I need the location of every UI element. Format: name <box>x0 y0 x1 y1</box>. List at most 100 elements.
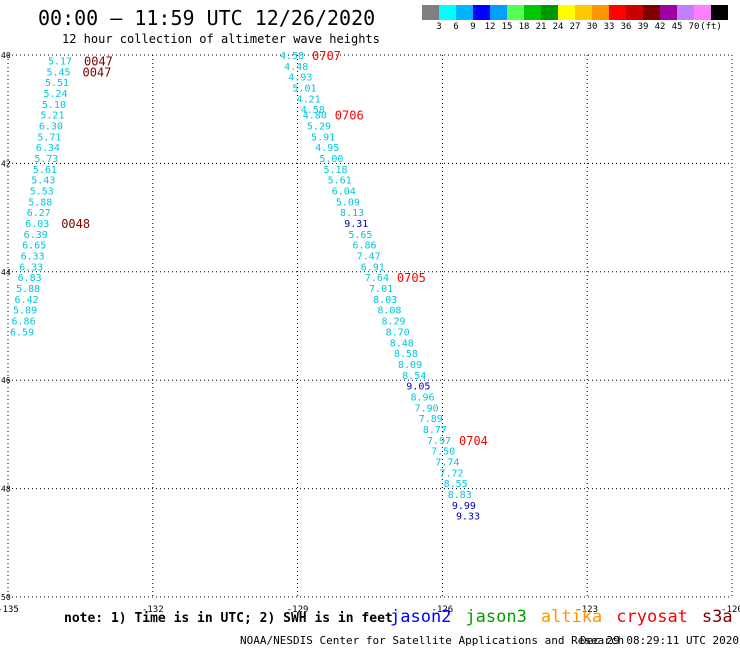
latitude-tick-label: 40 <box>1 51 11 60</box>
color-scale-label: 9 <box>470 22 476 32</box>
color-scale-label: 27 <box>569 22 581 32</box>
footnote: note: 1) Time is in UTC; 2) SWH is in fe… <box>64 611 393 626</box>
wave-height-value: 6.04 <box>332 187 356 198</box>
wave-height-value: 7.90 <box>415 403 439 414</box>
wave-height-value: 4.21 <box>297 94 321 105</box>
wave-height-value: 5.01 <box>292 84 316 95</box>
pass-time-label: 0048 <box>61 217 90 231</box>
wave-height-value: 8.55 <box>444 479 468 490</box>
wave-height-value: 5.91 <box>311 132 335 143</box>
color-swatch <box>660 5 677 20</box>
wave-height-value: 8.70 <box>386 327 410 338</box>
legend-item-jason2: jason2 <box>390 607 452 627</box>
wave-height-value: 6.59 <box>10 327 34 338</box>
color-scale-label: 33 <box>603 22 615 32</box>
wave-height-value: 8.58 <box>394 349 418 360</box>
wave-height-value: 4.58 <box>301 105 325 116</box>
latitude-tick-label: 46 <box>1 376 11 385</box>
wave-height-value: 6.34 <box>36 143 60 154</box>
wave-height-value: 5.43 <box>31 176 55 187</box>
wave-height-value: 5.71 <box>37 132 61 143</box>
legend-item-jason3: jason3 <box>465 607 527 627</box>
wave-height-value: 6.91 <box>361 262 385 273</box>
pass-time-label: 0706 <box>335 109 364 123</box>
legend-item-s3a: s3a <box>701 607 733 627</box>
color-scale-label: 24 <box>552 22 564 32</box>
wave-height-value: 4.80 <box>303 111 327 122</box>
color-scale-label: 21 <box>535 22 547 32</box>
wave-height-value: 7.64 <box>365 273 389 284</box>
color-swatch <box>677 5 694 20</box>
wave-height-value: 4.93 <box>288 73 312 84</box>
wave-height-value: 6.27 <box>27 208 51 219</box>
wave-height-value: 8.13 <box>340 208 364 219</box>
wave-height-value: 6.39 <box>24 230 48 241</box>
wave-height-value: 5.18 <box>323 165 347 176</box>
wave-height-value: 5.51 <box>45 78 69 89</box>
wave-height-value: 8.29 <box>381 317 405 328</box>
color-scale-label: 3 <box>436 22 442 32</box>
color-swatch <box>422 5 439 20</box>
wave-height-value: 9.05 <box>406 382 430 393</box>
longitude-tick-label: -129 <box>287 605 309 615</box>
wave-height-value: 6.33 <box>19 262 43 273</box>
wave-height-value: 9.99 <box>452 501 476 512</box>
page-subtitle: 12 hour collection of altimeter wave hei… <box>62 32 380 46</box>
wave-height-value: 7.72 <box>439 468 463 479</box>
color-swatch <box>439 5 456 20</box>
wave-height-value: 4.48 <box>284 62 308 73</box>
wave-height-value: 5.24 <box>43 89 67 100</box>
wave-height-value: 5.29 <box>307 121 331 132</box>
color-scale-label: (ft) <box>700 22 722 32</box>
color-scale-label: 70 <box>688 22 700 32</box>
color-swatch <box>575 5 592 20</box>
wave-height-value: 7.89 <box>419 414 443 425</box>
color-swatch <box>626 5 643 20</box>
wave-height-value: 7.01 <box>369 284 393 295</box>
color-swatch <box>694 5 711 20</box>
wave-height-value: 6.86 <box>352 241 376 252</box>
legend-item-altika: altika <box>540 607 603 627</box>
longitude-tick-label: -126 <box>432 605 454 615</box>
wave-height-value: 8.08 <box>377 306 401 317</box>
color-swatch <box>507 5 524 20</box>
color-swatch <box>643 5 660 20</box>
wave-height-value: 7.74 <box>435 458 459 469</box>
pass-time-label: 0047 <box>82 65 111 79</box>
pass-time-label: 0704 <box>459 434 488 448</box>
wave-height-value: 6.30 <box>39 121 63 132</box>
wave-height-value: 8.77 <box>423 425 447 436</box>
pass-time-label: 0707 <box>312 49 341 63</box>
wave-height-value: 9.31 <box>344 219 368 230</box>
wave-height-value: 5.10 <box>42 100 66 111</box>
wave-height-value: 7.47 <box>357 252 381 263</box>
wave-height-value: 5.17 <box>48 56 72 67</box>
longitude-tick-label: -123 <box>576 605 598 615</box>
color-scale-label: 36 <box>620 22 632 32</box>
credit-line: NOAA/NESDIS Center for Satellite Applica… <box>240 634 625 647</box>
wave-height-value: 5.73 <box>34 154 58 165</box>
color-scale-label: 15 <box>501 22 513 32</box>
wave-height-value: 7.97 <box>427 436 451 447</box>
wave-height-value: 6.86 <box>12 317 36 328</box>
color-swatch <box>524 5 541 20</box>
wave-height-value: 8.48 <box>390 338 414 349</box>
wave-height-value: 5.89 <box>13 306 37 317</box>
satellite-legend: jason2 jason3 altika cryosat s3a <box>390 607 740 627</box>
color-scale-label: 39 <box>637 22 649 32</box>
legend-item-cryosat: cryosat <box>616 607 688 627</box>
latitude-tick-label: 44 <box>1 268 11 277</box>
wave-height-value: 6.33 <box>21 252 45 263</box>
wave-height-value: 9.33 <box>456 512 480 523</box>
wave-height-value: 5.09 <box>336 197 360 208</box>
color-swatch <box>711 5 728 20</box>
wave-height-value: 8.03 <box>373 295 397 306</box>
wave-height-value: 8.09 <box>398 360 422 371</box>
wave-height-value: 5.45 <box>46 67 70 78</box>
longitude-tick-label: -132 <box>142 605 164 615</box>
wave-height-value: 5.88 <box>28 197 52 208</box>
wave-height-value: 6.65 <box>22 241 46 252</box>
wave-height-value: 5.88 <box>16 284 40 295</box>
color-scale-label: 30 <box>586 22 598 32</box>
wave-height-value: 6.83 <box>18 273 42 284</box>
